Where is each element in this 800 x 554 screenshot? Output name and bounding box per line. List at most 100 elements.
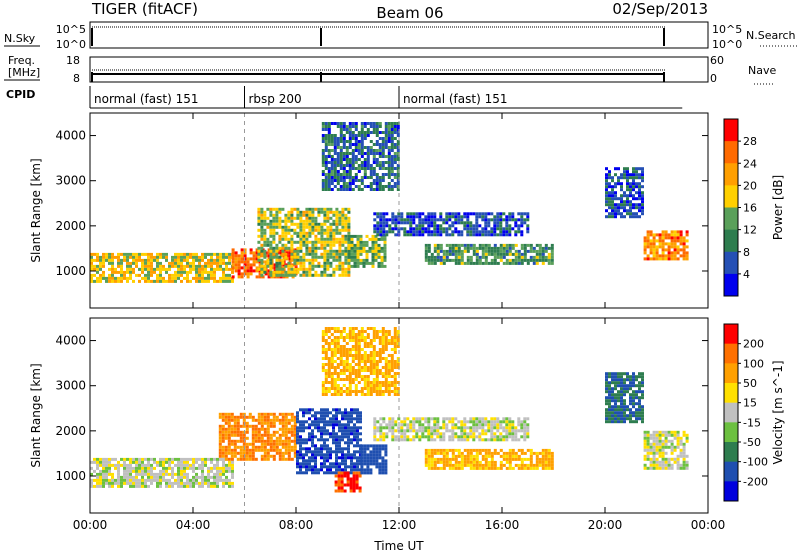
- nsky-tick-top: 10^5: [56, 23, 86, 36]
- echo-cell: [393, 348, 397, 351]
- echo-cell: [384, 375, 388, 378]
- echo-cell: [629, 393, 632, 397]
- echo-cell: [354, 342, 358, 345]
- echo-cell: [396, 143, 400, 146]
- echo-cell: [180, 460, 183, 464]
- echo-cell: [357, 188, 361, 191]
- echo-cell: [499, 432, 503, 436]
- echo-cell: [357, 146, 361, 149]
- echo-cell: [105, 457, 108, 461]
- echo-cell: [111, 457, 114, 461]
- echo-cell: [499, 230, 503, 234]
- echo-cell: [511, 454, 515, 458]
- echo-cell: [245, 415, 249, 419]
- echo-cell: [341, 432, 344, 436]
- echo-cell: [605, 390, 608, 394]
- echo-cell: [344, 432, 347, 436]
- echo-cell: [324, 330, 328, 333]
- echo-cell: [366, 354, 370, 357]
- echo-cell: [508, 246, 512, 250]
- echo-cells: [90, 327, 689, 493]
- echo-cell: [439, 243, 443, 247]
- echo-cell: [108, 463, 111, 467]
- echo-cell: [374, 240, 378, 244]
- echo-cell: [547, 460, 551, 464]
- echo-cell: [231, 266, 235, 270]
- echo-cell: [436, 255, 440, 259]
- echo-cell: [372, 348, 376, 351]
- echo-cell: [472, 212, 476, 216]
- echo-cell: [517, 463, 521, 467]
- echo-cell: [620, 405, 623, 409]
- echo-cell: [375, 128, 379, 131]
- echo-cell: [418, 435, 422, 439]
- echo-cell: [442, 451, 446, 455]
- echo-cell: [496, 249, 500, 253]
- echo-cell: [499, 227, 503, 231]
- echo-cell: [623, 384, 626, 388]
- echo-cell: [433, 249, 437, 253]
- echo-cell: [620, 212, 623, 216]
- echo-cell: [348, 125, 352, 128]
- echo-cell: [168, 267, 171, 271]
- echo-cell: [366, 381, 370, 384]
- echo-cell: [493, 432, 497, 436]
- echo-cell: [308, 432, 311, 436]
- echo-cell: [381, 155, 385, 158]
- echo-cell: [493, 451, 497, 455]
- echo-cell: [248, 457, 252, 461]
- echo-cell: [207, 252, 210, 256]
- echo-cell: [676, 245, 680, 249]
- echo-cell: [511, 420, 515, 424]
- echo-cell: [541, 258, 545, 262]
- echo-cell: [269, 207, 273, 211]
- echo-cell: [526, 212, 530, 216]
- echo-cell: [424, 215, 428, 219]
- echo-cell: [517, 230, 521, 234]
- echo-cell: [646, 254, 650, 258]
- echo-cell: [272, 433, 276, 437]
- echo-cell: [623, 176, 626, 180]
- echo-cell: [605, 411, 608, 415]
- echo-cell: [317, 207, 321, 211]
- echo-cells: [90, 122, 689, 283]
- echo-cell: [207, 273, 210, 277]
- echo-cell: [314, 234, 318, 238]
- echo-cell: [314, 252, 318, 256]
- echo-cell: [177, 258, 180, 262]
- echo-cell: [332, 210, 336, 214]
- echo-cell: [611, 405, 614, 409]
- echo-cell: [189, 267, 192, 271]
- echo-cell: [611, 399, 614, 403]
- echo-cell: [360, 336, 364, 339]
- echo-cell: [347, 207, 351, 211]
- echo-cell: [335, 408, 338, 412]
- echo-cell: [144, 472, 147, 476]
- echo-cell: [460, 243, 464, 247]
- echo-cell: [263, 255, 267, 259]
- echo-cell: [377, 243, 381, 247]
- echo-cell: [490, 429, 494, 433]
- echo-cell: [255, 266, 259, 270]
- echo-cell: [351, 161, 355, 164]
- echo-cell: [641, 194, 644, 198]
- echo-cell: [335, 441, 338, 445]
- echo-cell: [478, 255, 482, 259]
- echo-cell: [381, 357, 385, 360]
- echo-cell: [171, 466, 174, 470]
- echo-cell: [227, 442, 231, 446]
- echo-cell: [129, 270, 132, 274]
- echo-cell: [230, 439, 234, 443]
- echo-cell: [685, 251, 689, 255]
- echo-cell: [293, 267, 297, 271]
- echo-cell: [348, 152, 352, 155]
- echo-cell: [517, 249, 521, 253]
- echo-cell: [180, 484, 183, 488]
- echo-cell: [317, 420, 320, 424]
- echo-cell: [296, 210, 300, 214]
- echo-cell: [514, 243, 518, 247]
- echo-cell: [192, 484, 195, 488]
- echo-cell: [299, 246, 303, 250]
- echo-cell: [505, 249, 509, 253]
- echo-cell: [162, 478, 165, 482]
